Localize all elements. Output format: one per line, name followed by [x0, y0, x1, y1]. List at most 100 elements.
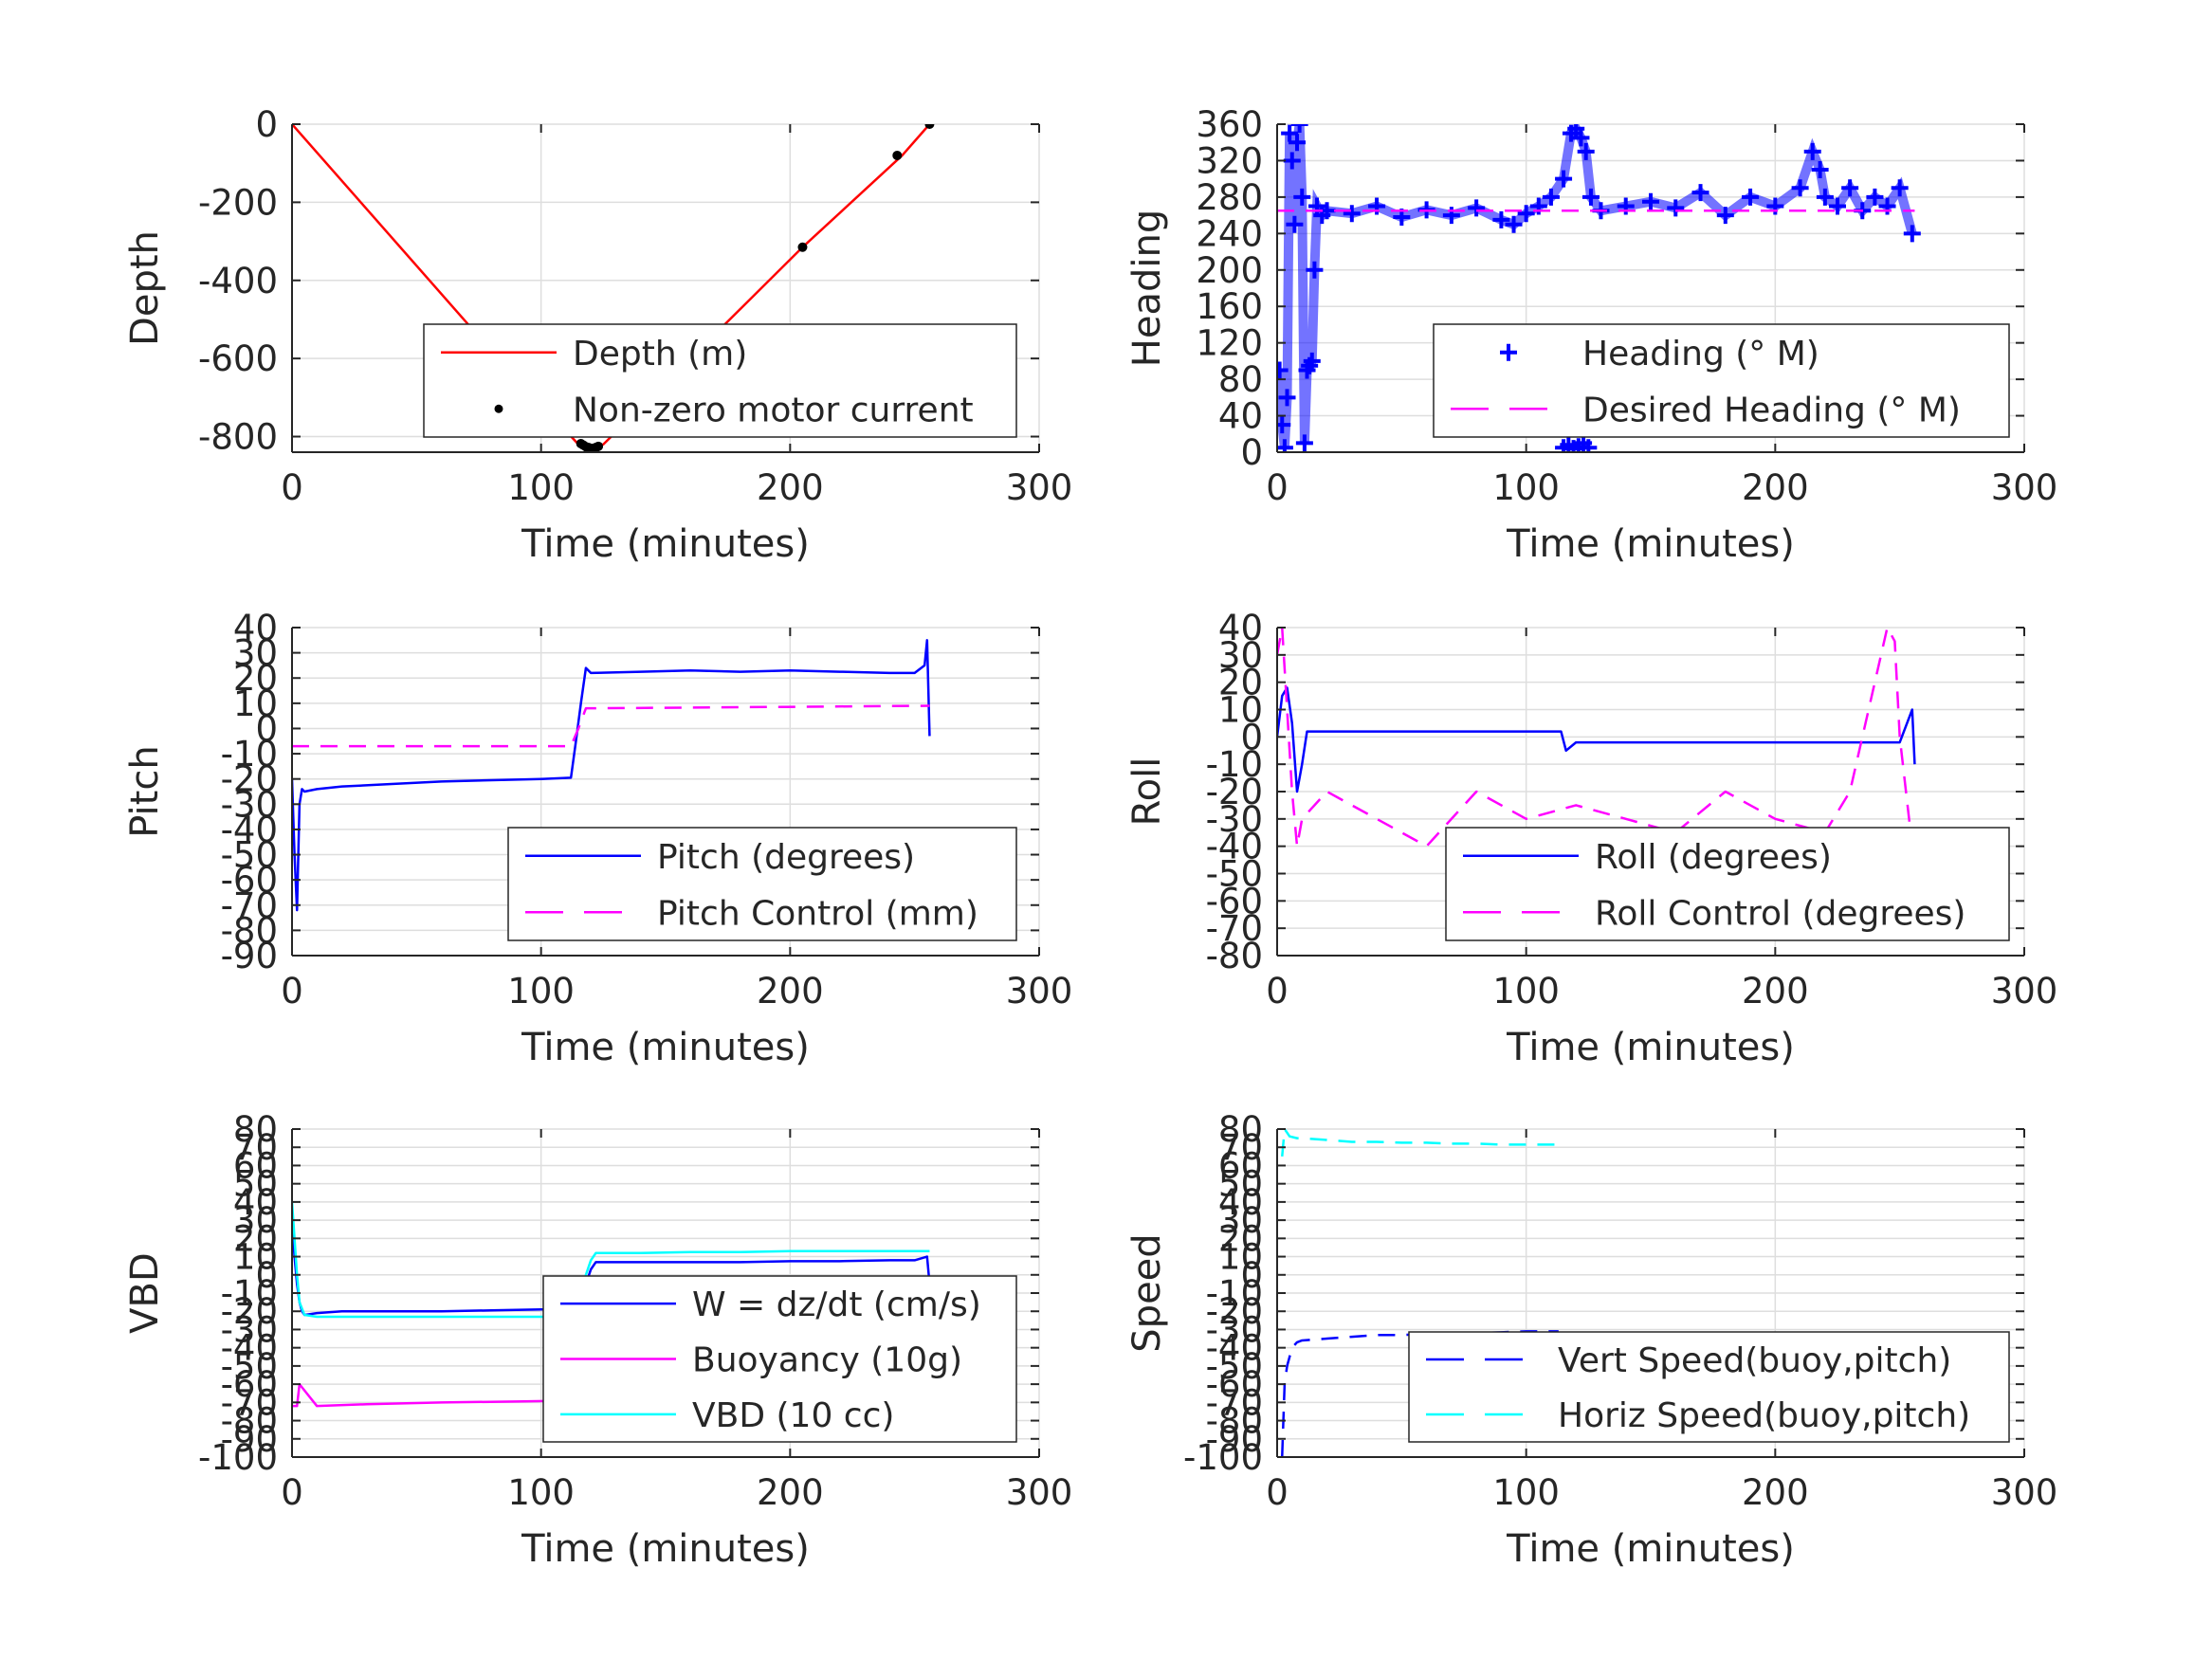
y-tick-label: -70 [221, 885, 278, 926]
series-pitch-1-line [292, 704, 930, 748]
y-tick-label: 30 [233, 1200, 278, 1241]
y-tick-label: 40 [233, 1182, 278, 1223]
chart-speed: 0 100 200 30080706050403020100-10-20-30-40-… [1125, 1109, 2057, 1571]
y-tick-label: 40 [1218, 1182, 1263, 1223]
series-group [1281, 1129, 1559, 1457]
x-axis-label: Time (minutes) [1506, 522, 1795, 566]
x-tick-label: 300 [1991, 467, 2058, 508]
legend-label: VBD (10 cc) [692, 1396, 894, 1435]
x-tick-label: 200 [1742, 467, 1809, 508]
y-tick-label: 50 [1218, 1164, 1263, 1205]
series-depth-1-point [594, 441, 604, 451]
y-tick-label: 40 [233, 608, 278, 648]
y-tick-label: 0 [255, 104, 278, 145]
legend-label: Vert Speed(buoy,pitch) [1558, 1341, 1951, 1380]
y-tick-label: -70 [1206, 1382, 1263, 1423]
y-tick-label: 20 [1218, 663, 1263, 703]
series-speed-0-line [1281, 1330, 1559, 1457]
y-tick-label: -80 [221, 1401, 278, 1442]
y-tick-label: 50 [233, 1164, 278, 1205]
x-tick-label: 200 [757, 971, 824, 1012]
y-tick-label: -30 [1206, 1309, 1263, 1350]
y-tick-label: -70 [1206, 908, 1263, 949]
y-tick-label: -90 [221, 936, 278, 976]
x-axis-label: Time (minutes) [521, 1527, 810, 1571]
x-axis-label: Time (minutes) [1506, 1527, 1795, 1571]
legend-label: Desired Heading (° M) [1582, 391, 1961, 429]
legend-label: Pitch (degrees) [657, 838, 915, 877]
x-tick-label: 200 [757, 467, 824, 508]
x-tick-label: 0 [1266, 1472, 1289, 1513]
series-roll-0-line [1277, 686, 1916, 793]
y-tick-label: 0 [255, 708, 278, 749]
y-tick-label: 360 [1196, 104, 1263, 145]
y-tick-label: 160 [1196, 286, 1263, 327]
x-tick-label: 300 [1006, 467, 1073, 508]
legend-label: Non-zero motor current [573, 391, 974, 429]
legend: Roll (degrees) Roll Control (degrees) [1445, 827, 2010, 941]
x-tick-label: 100 [507, 971, 575, 1012]
legend-label: Pitch Control (mm) [657, 894, 978, 933]
y-tick-label: -20 [221, 1291, 278, 1332]
y-tick-label: 20 [1218, 1218, 1263, 1259]
y-tick-label: 60 [233, 1145, 278, 1186]
y-tick-label: -90 [1206, 1419, 1263, 1460]
series-heading-0-trace [1277, 124, 1917, 448]
y-tick-label: 70 [1218, 1127, 1263, 1168]
legend-box [423, 323, 1017, 438]
chart-pitch: 0 100 200 300403020100-10-20-30-40-50-60-70… [123, 608, 1072, 1069]
y-tick-label: 80 [233, 1109, 278, 1150]
y-tick-label: -40 [221, 1328, 278, 1369]
y-tick-label: -80 [1206, 1401, 1263, 1442]
x-tick-label: 200 [1742, 1472, 1809, 1513]
y-tick-label: 30 [1218, 1200, 1263, 1241]
legend-label: Roll Control (degrees) [1595, 894, 1965, 933]
y-tick-label: 320 [1196, 140, 1263, 181]
y-tick-label: -30 [221, 1309, 278, 1350]
x-tick-label: 0 [1266, 467, 1289, 508]
y-tick-label: 0 [1240, 717, 1263, 757]
y-tick-label: -80 [1206, 936, 1263, 976]
y-tick-label: 80 [1218, 1109, 1263, 1150]
y-tick-label: -400 [198, 261, 278, 301]
y-tick-label: 240 [1196, 213, 1263, 254]
y-tick-label: 40 [1218, 396, 1263, 437]
y-tick-label: 30 [1218, 635, 1263, 676]
chart-heading: 0 100 200 30004080120160200240280320360Time… [1125, 104, 2057, 566]
x-tick-label: 100 [507, 1472, 575, 1513]
legend: Pitch (degrees) Pitch Control (mm) [507, 827, 1017, 941]
y-tick-label: 200 [1196, 250, 1263, 291]
y-tick-label: -20 [1206, 772, 1263, 812]
x-tick-label: 300 [1991, 1472, 2058, 1513]
x-tick-label: 0 [1266, 971, 1289, 1012]
chart-vbd: 0 100 200 30080706050403020100-10-20-30-40-… [123, 1109, 1072, 1571]
y-tick-label: -60 [221, 860, 278, 901]
y-tick-label: -10 [221, 1273, 278, 1314]
y-tick-label: 10 [1218, 1237, 1263, 1278]
y-axis-label: Depth [123, 230, 167, 346]
series-group [1277, 628, 1916, 848]
y-tick-label: -10 [221, 734, 278, 775]
y-tick-label: 60 [1218, 1145, 1263, 1186]
y-tick-label: -90 [221, 1419, 278, 1460]
x-tick-label: 0 [281, 1472, 303, 1513]
x-axis-label: Time (minutes) [521, 1026, 810, 1069]
legend-marker [1500, 343, 1517, 361]
legend-label: Buoyancy (10g) [692, 1341, 962, 1380]
x-tick-label: 0 [281, 971, 303, 1012]
series-depth-1-point [797, 242, 808, 252]
y-tick-label: -10 [1206, 744, 1263, 785]
x-tick-label: 100 [1492, 467, 1560, 508]
legend-label: Horiz Speed(buoy,pitch) [1558, 1396, 1970, 1435]
x-tick-label: 100 [507, 467, 575, 508]
legend-label: Heading (° M) [1582, 335, 1819, 374]
series-heading-1-point [1580, 439, 1598, 452]
y-tick-label: -70 [221, 1382, 278, 1423]
y-tick-label: -40 [1206, 1328, 1263, 1369]
x-tick-label: 300 [1006, 1472, 1073, 1513]
y-tick-label: -800 [198, 417, 278, 458]
series-speed-1-line [1281, 1129, 1559, 1157]
y-tick-label: -200 [198, 182, 278, 223]
y-tick-label: -20 [221, 759, 278, 800]
